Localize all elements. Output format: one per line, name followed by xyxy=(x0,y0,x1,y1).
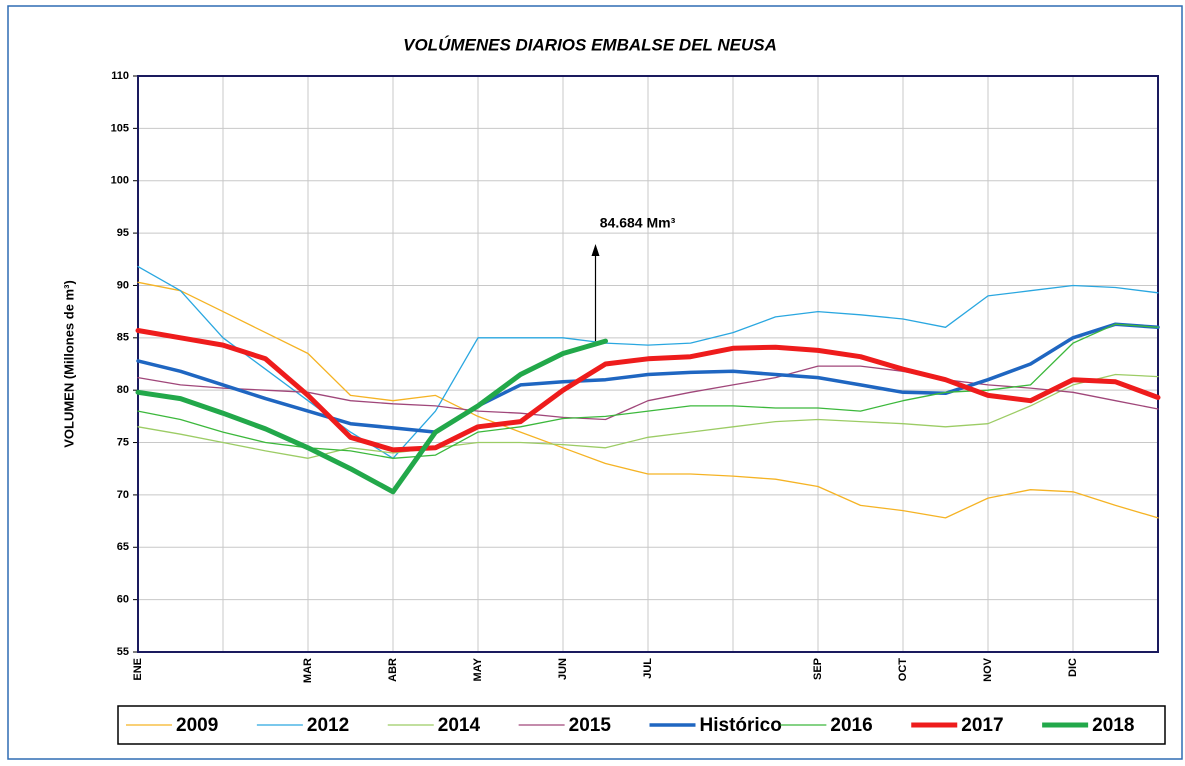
legend-label: 2017 xyxy=(961,715,1003,736)
x-tick-label: MAY xyxy=(472,657,484,681)
series-line xyxy=(137,373,1159,459)
series-line xyxy=(135,338,608,495)
legend-label: 2009 xyxy=(176,715,218,736)
y-tick-label: 95 xyxy=(117,227,129,239)
y-tick-label: 55 xyxy=(117,646,129,658)
x-tick-label: DIC xyxy=(1067,658,1079,677)
plot-border xyxy=(137,75,1159,653)
y-tick-label: 105 xyxy=(111,122,129,134)
legend-label: 2018 xyxy=(1092,715,1134,736)
y-tick-label: 100 xyxy=(111,175,129,187)
x-tick-label: SEP xyxy=(812,658,824,680)
legend-label: 2016 xyxy=(830,715,872,736)
series-line xyxy=(137,281,1159,519)
series-line xyxy=(136,322,1160,434)
y-tick-label: 60 xyxy=(117,594,129,606)
x-tick-label: ENE xyxy=(132,658,144,681)
legend-label: 2012 xyxy=(307,715,349,736)
annotation: 84.684 Mm³ xyxy=(600,215,676,231)
y-tick-label: 75 xyxy=(117,436,129,448)
series-line xyxy=(135,328,1161,453)
y-tick-label: 70 xyxy=(117,489,129,501)
x-tick-label: JUN xyxy=(557,658,569,680)
x-tick-label: ABR xyxy=(387,658,399,682)
annotation-arrowhead xyxy=(591,244,600,256)
y-tick-label: 65 xyxy=(117,541,129,553)
chart-title: VOLÚMENES DIARIOS EMBALSE DEL NEUSA xyxy=(403,35,777,54)
x-tick-label: NOV xyxy=(982,657,994,682)
legend-label: Histórico xyxy=(700,715,782,736)
x-tick-label: MAR xyxy=(302,658,314,683)
series-line xyxy=(137,265,1159,459)
x-tick-label: OCT xyxy=(897,658,909,682)
y-tick-label: 85 xyxy=(117,332,129,344)
frame xyxy=(7,5,1183,760)
y-tick-label: 110 xyxy=(111,70,129,82)
y-tick-label: 90 xyxy=(117,279,129,291)
y-axis-label: VOLUMEN (Millones de m³) xyxy=(61,280,76,448)
legend-label: 2014 xyxy=(438,715,481,736)
legend-label: 2015 xyxy=(569,715,612,736)
y-tick-label: 80 xyxy=(117,384,129,396)
x-tick-label: JUL xyxy=(642,658,654,679)
